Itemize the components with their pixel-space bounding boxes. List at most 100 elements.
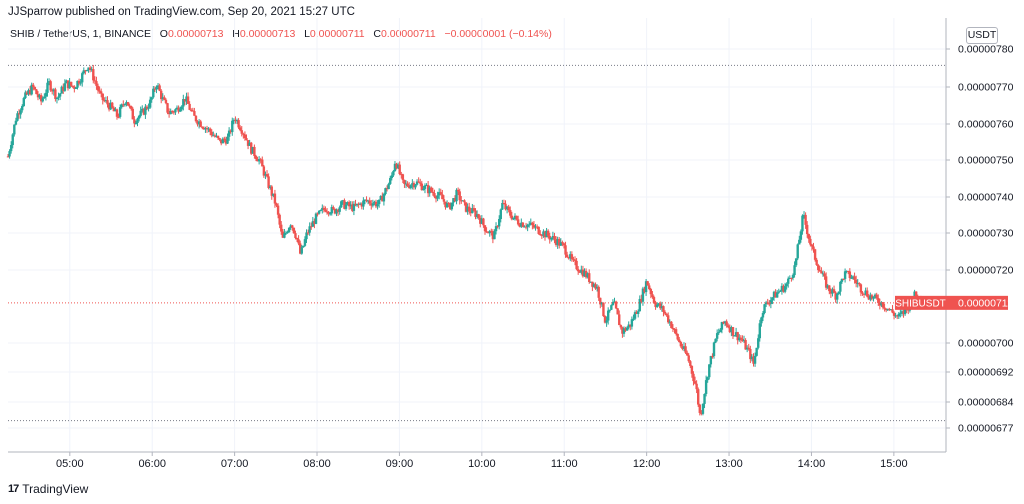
candle-body (317, 210, 321, 214)
candle-body (303, 239, 307, 246)
candle-body (395, 163, 398, 169)
candle-body (592, 284, 596, 287)
candle-body (817, 264, 820, 271)
candle-body (210, 131, 213, 136)
candle-body (801, 215, 804, 232)
candle-body (431, 191, 435, 194)
candle-body (155, 87, 158, 90)
candle-body (782, 285, 785, 292)
candle-body (584, 270, 588, 278)
candle-body (657, 303, 660, 305)
candle-body (618, 314, 621, 326)
candle-body (32, 84, 35, 88)
candle-body (542, 231, 545, 236)
candle-body (564, 245, 567, 255)
x-tick-label: 05:00 (56, 458, 84, 470)
candle-body (880, 302, 883, 306)
candle-body (449, 203, 452, 210)
candle-body (510, 215, 514, 220)
candle-body (161, 97, 164, 100)
candle-body (278, 214, 281, 225)
candle-body (578, 271, 581, 273)
candle-body (340, 201, 343, 208)
candle-body (35, 89, 38, 95)
candle-body (275, 203, 278, 206)
candle-body (305, 232, 308, 240)
candle-body (823, 273, 826, 277)
candle-body (69, 81, 73, 86)
candle-body (6, 156, 10, 158)
symbol-label[interactable]: SHIB / TetherUS, 1, BINANCE (10, 28, 152, 40)
candle-body (300, 247, 303, 254)
candle-body (848, 271, 852, 279)
candle-body (166, 103, 169, 113)
candle-body (417, 181, 420, 183)
candle-body (859, 284, 863, 293)
candle-body (76, 80, 79, 88)
candle-body (167, 112, 171, 115)
candle-body (835, 293, 839, 300)
candle-body (723, 321, 727, 324)
candle-body (742, 340, 746, 342)
candle-body (420, 183, 424, 191)
candle-body (134, 122, 138, 124)
candle-body (706, 377, 709, 381)
candle-body (491, 231, 495, 240)
candle-body (201, 126, 204, 128)
currency-unit-button[interactable]: USDT (966, 27, 998, 44)
candle-body (862, 293, 866, 295)
candle-body (169, 110, 172, 115)
candle-body (128, 105, 131, 107)
candle-body (93, 80, 97, 82)
candle-body (700, 412, 703, 414)
candle-body (741, 338, 744, 342)
candle-body (224, 140, 228, 144)
candle-body (47, 81, 51, 83)
candle-body (878, 302, 882, 306)
candle-body (22, 98, 25, 107)
candle-body (25, 92, 29, 95)
candle-body (396, 164, 400, 169)
candle-body (760, 317, 763, 324)
candle-body (96, 85, 100, 91)
candle-body (581, 269, 585, 277)
candle-body (753, 355, 757, 364)
candle-body (298, 243, 302, 254)
candle-body (144, 106, 147, 115)
candle-body (344, 204, 348, 209)
candle-body (900, 311, 904, 313)
tradingview-logo-icon: 17 (8, 483, 19, 495)
candle-body (218, 138, 221, 140)
candle-body (287, 227, 291, 233)
candle-body (692, 373, 695, 382)
candle-body (583, 270, 586, 277)
candle-body (77, 80, 81, 84)
candle-body (272, 193, 275, 196)
candle-body (245, 138, 248, 141)
candle-body (107, 104, 111, 110)
candle-body (745, 347, 749, 350)
candle-body (453, 198, 457, 202)
candle-body (347, 202, 351, 207)
candle-body (191, 110, 194, 112)
candle-body (505, 206, 509, 210)
candle-body (281, 231, 285, 238)
brand-name[interactable]: TradingView (22, 482, 89, 496)
y-tick-label: 0.00000684 (958, 397, 1014, 409)
candle-body (813, 249, 817, 260)
candle-body (534, 226, 537, 228)
candle-body (851, 276, 855, 278)
candle-body (314, 213, 318, 224)
candle-body (175, 107, 179, 110)
candle-body (235, 120, 239, 122)
candle-body (392, 171, 395, 176)
candle-body (341, 200, 345, 202)
candle-body (466, 206, 469, 212)
candle-body (684, 346, 687, 353)
candle-body (66, 80, 70, 89)
candle-body (475, 214, 479, 217)
candle-body (343, 200, 346, 209)
low-label: L (304, 28, 310, 40)
candle-body (306, 232, 310, 234)
